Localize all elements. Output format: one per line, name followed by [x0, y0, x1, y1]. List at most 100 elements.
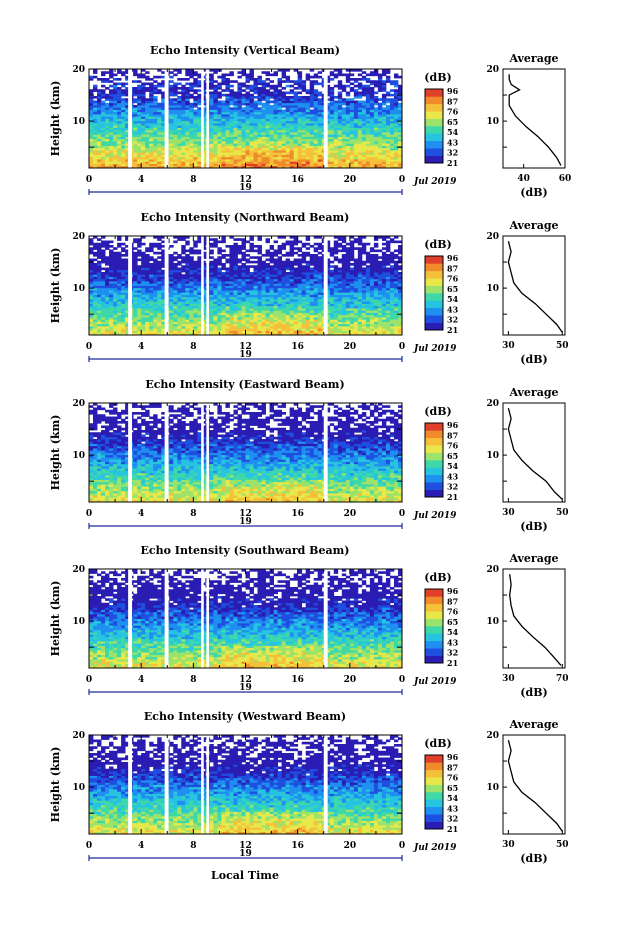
heatmap-cell [213, 85, 217, 88]
heatmap-cell [105, 71, 109, 74]
heatmap-cell [358, 83, 362, 86]
heatmap-cell [145, 83, 149, 86]
heatmap-cell [169, 80, 173, 83]
x-tick-label: 0 [399, 175, 405, 185]
heatmap-cell [254, 101, 258, 104]
heatmap-cell [225, 74, 229, 77]
heatmap-cell [121, 83, 125, 86]
heatmap-cell [318, 83, 322, 86]
heatmap-cell [121, 89, 125, 92]
heatmap-cell [318, 71, 322, 74]
heatmap-cell [346, 98, 350, 101]
data-gap [201, 69, 204, 168]
y-tick-label: 10 [72, 117, 85, 127]
heatmap-cell [374, 80, 378, 83]
heatmap-cell [225, 94, 229, 97]
heatmap-cell [113, 78, 117, 81]
colorbar-swatch [425, 89, 443, 97]
heatmap-cell [221, 101, 225, 104]
heatmap-cell [193, 110, 197, 113]
colorbar-tick-label: 96 [447, 86, 459, 96]
heatmap-cell [294, 92, 298, 95]
heatmap-cell [270, 74, 274, 77]
date-label: Jul 2019 [412, 177, 457, 187]
heatmap-cell [141, 74, 145, 77]
heatmap-cell [193, 89, 197, 92]
heatmap-cell [97, 78, 101, 81]
heatmap-cell [294, 87, 298, 90]
heatmap-cell [334, 96, 338, 99]
heatmap-cell [101, 85, 105, 88]
heatmap-cell [278, 78, 282, 81]
heatmap-cell [133, 80, 137, 83]
heatmap-cell [233, 92, 237, 95]
heatmap-cell [141, 83, 145, 86]
heatmap-cell [149, 83, 153, 86]
heatmap-cell [302, 80, 306, 83]
heatmap-cell [137, 85, 141, 88]
heatmap-cell [370, 71, 374, 74]
heatmap-cell [185, 83, 189, 86]
heatmap-cell [350, 83, 354, 86]
heatmap-cell [390, 89, 394, 92]
heatmap-cell [221, 94, 225, 97]
heatmap-cell [262, 80, 266, 83]
heatmap-cell [330, 71, 334, 74]
heatmap-cell [133, 87, 137, 90]
heatmap-cell [382, 94, 386, 97]
heatmap-cell [286, 96, 290, 99]
heatmap-cell [105, 87, 109, 90]
heatmap-cell [278, 89, 282, 92]
heatmap-cell [270, 85, 274, 88]
heatmap-cell [258, 76, 262, 79]
heatmap-cell [145, 87, 149, 90]
heatmap-cell [354, 85, 358, 88]
heatmap-cell [346, 92, 350, 95]
heatmap-cell [342, 98, 346, 101]
heatmap-cell [282, 80, 286, 83]
heatmap-cell [149, 78, 153, 81]
heatmap-cell [241, 107, 245, 110]
colorbar-tick-label: 43 [447, 137, 459, 147]
heatmap-cell [290, 80, 294, 83]
heatmap-cell [318, 92, 322, 95]
heatmap-cell [121, 71, 125, 74]
colorbar-tick-label: 21 [447, 158, 458, 168]
heatmap-cell [157, 89, 161, 92]
heatmap-cell [390, 98, 394, 101]
heatmap-cell [258, 107, 262, 110]
heatmap-cell [177, 87, 181, 90]
x-tick-label: 16 [291, 175, 304, 185]
panel-title: Echo Intensity (Vertical Beam) [150, 44, 340, 57]
y-axis-label: Height (km) [49, 81, 62, 157]
heatmap-cell [334, 74, 338, 77]
heatmap-cell [302, 96, 306, 99]
heatmap-cell [185, 87, 189, 90]
heatmap-cell [266, 83, 270, 86]
colorbar-unit: (dB) [424, 71, 451, 84]
heatmap-cell [117, 83, 121, 86]
heatmap-cell [290, 85, 294, 88]
heatmap-cell [221, 74, 225, 77]
heatmap-cell [386, 105, 390, 108]
x-tick-label: 20 [344, 175, 357, 185]
heatmap-cell [109, 89, 113, 92]
heatmap-cell [286, 76, 290, 79]
heatmap-cell [229, 89, 233, 92]
heatmap-cell [394, 89, 398, 92]
heatmap-cell [173, 98, 177, 101]
heatmap-cell [258, 87, 262, 90]
heatmap-cell [306, 74, 310, 77]
heatmap-cell [105, 78, 109, 81]
heatmap-cell [113, 74, 117, 77]
colorbar-tick-label: 87 [447, 96, 458, 106]
heatmap-cell [330, 78, 334, 81]
colorbar-tick-label: 32 [447, 148, 458, 158]
heatmap-cell [262, 103, 266, 106]
avg-y-tick-label: 10 [486, 117, 499, 127]
heatmap-cell [370, 87, 374, 90]
heatmap-cell [169, 76, 173, 79]
heatmap-cell [330, 87, 334, 90]
heatmap-cell [173, 74, 177, 77]
